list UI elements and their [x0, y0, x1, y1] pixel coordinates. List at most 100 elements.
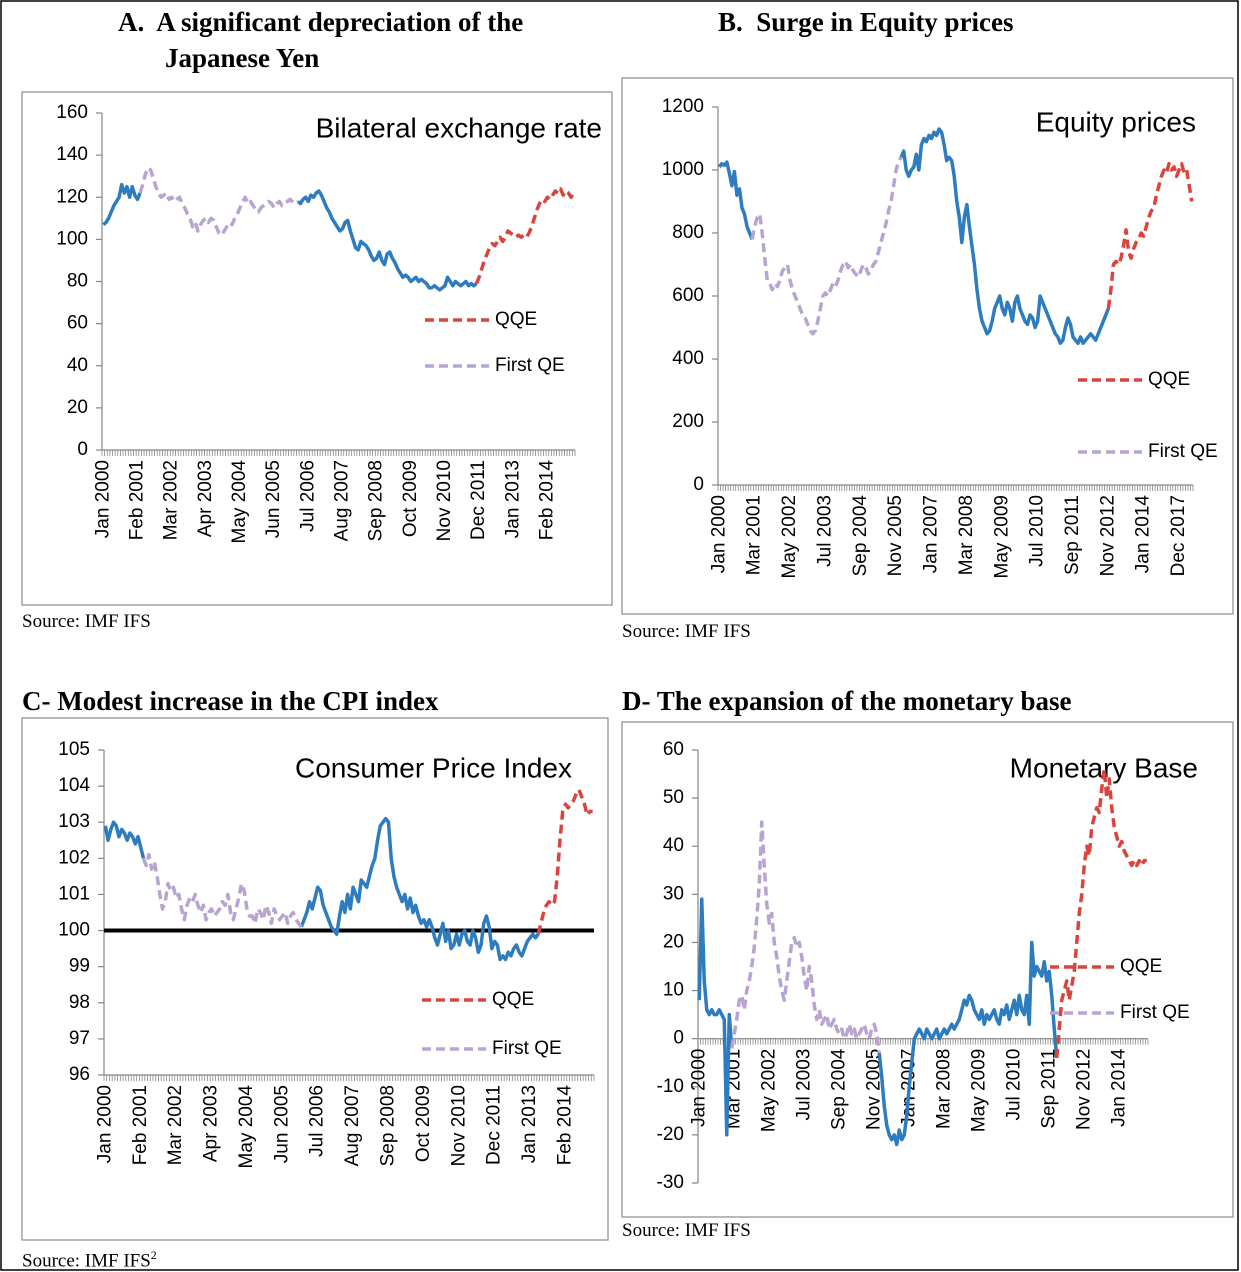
y-tick-label: 40 [67, 355, 88, 376]
x-tick-label: Dec 2011 [484, 1085, 505, 1165]
legend-label: First QE [495, 355, 565, 376]
legend-label: QQE [1148, 369, 1190, 390]
x-tick-label: Sep 2011 [1038, 1049, 1059, 1129]
y-tick-label: 96 [69, 1064, 90, 1085]
x-tick-label: May 2009 [991, 495, 1012, 578]
y-tick-label: 101 [58, 883, 90, 904]
x-tick-label: Dec 2011 [468, 460, 489, 540]
x-tick-label: Jun 2005 [263, 460, 284, 538]
y-tick-label: 97 [69, 1028, 90, 1049]
series-line [697, 897, 1059, 1147]
y-tick-label: 99 [69, 956, 90, 977]
y-tick-label: 102 [58, 847, 90, 868]
panel-title: A. A significant depreciation of the Jap… [118, 7, 531, 73]
panel-title: D- The expansion of the monetary base [622, 686, 1072, 716]
x-tick-label: Nov 2012 [1097, 495, 1118, 576]
chart-annotation: Bilateral exchange rate [316, 112, 602, 143]
series-line [1106, 161, 1194, 309]
legend-label: QQE [1120, 956, 1162, 977]
y-tick-label: 800 [672, 222, 704, 243]
x-tick-label: Nov 2010 [434, 460, 455, 541]
y-tick-label: 120 [56, 186, 88, 207]
x-tick-label: Sep 2004 [828, 1048, 849, 1130]
x-tick-label: Jul 2006 [297, 460, 318, 532]
x-tick-label: Mar 2001 [744, 495, 765, 575]
legend-label: QQE [495, 309, 537, 330]
x-tick-label: Feb 2001 [130, 1085, 151, 1165]
y-tick-label: 103 [58, 811, 90, 832]
y-tick-label: 100 [58, 920, 90, 941]
source: Source: IMF IFS [622, 1220, 751, 1241]
x-tick-label: Dec 2017 [1168, 495, 1189, 576]
panel-title: B. Surge in Equity prices [718, 7, 1014, 37]
y-tick-label: -20 [657, 1124, 684, 1145]
legend-label: First QE [1120, 1002, 1190, 1023]
y-tick-label: 1000 [662, 159, 704, 180]
x-tick-label: Mar 2002 [161, 460, 182, 540]
source: Source: IMF IFS [22, 611, 151, 632]
chart-annotation: Equity prices [1036, 106, 1196, 137]
y-tick-label: 140 [56, 144, 88, 165]
chart-annotation: Consumer Price Index [295, 752, 572, 783]
y-tick-label: 20 [67, 397, 88, 418]
x-tick-label: Feb 2014 [536, 460, 557, 541]
legend-label: First QE [492, 1038, 562, 1059]
y-tick-label: -30 [657, 1172, 684, 1193]
x-tick-label: Jan 2013 [502, 460, 523, 538]
x-tick-label: Apr 2003 [195, 460, 216, 537]
x-tick-label: Mar 2008 [956, 495, 977, 575]
series-line [103, 816, 540, 962]
y-tick-label: 200 [672, 411, 704, 432]
y-tick-label: 0 [693, 474, 704, 495]
legend-label: First QE [1148, 441, 1218, 462]
series-line [730, 820, 881, 1054]
x-tick-label: Jan 2014 [1133, 495, 1154, 574]
chart-frame [21, 91, 613, 606]
legend-label: QQE [492, 989, 534, 1010]
y-tick-label: 30 [663, 883, 684, 904]
x-tick-label: Sep 2004 [850, 495, 871, 577]
x-tick-label: Nov 2010 [448, 1085, 469, 1166]
x-tick-label: Oct 2009 [400, 460, 421, 537]
y-tick-label: 0 [673, 1028, 684, 1049]
panel-title: C- Modest increase in the CPI index [22, 686, 439, 716]
series-line [717, 127, 1110, 345]
source: Source: IMF IFS [622, 621, 751, 642]
x-tick-label: May 2002 [779, 495, 800, 578]
chart-frame [21, 717, 609, 1241]
x-tick-label: Jan 2013 [519, 1085, 540, 1163]
x-tick-label: Apr 2003 [201, 1085, 222, 1162]
series-line [141, 852, 303, 928]
x-tick-label: Mar 2008 [933, 1049, 954, 1129]
y-tick-label: 600 [672, 285, 704, 306]
chart-frame [621, 77, 1234, 615]
y-tick-label: 40 [663, 835, 684, 856]
x-tick-label: Jul 2010 [1003, 1049, 1024, 1121]
x-tick-label: Jul 2006 [307, 1085, 328, 1157]
y-tick-label: 0 [77, 439, 88, 460]
x-tick-label: Jan 2000 [708, 495, 729, 573]
series-line [102, 182, 478, 292]
x-tick-label: Jan 2000 [92, 460, 113, 538]
source-text: Source: IMF IFS [22, 1250, 151, 1272]
x-tick-label: May 2002 [758, 1049, 779, 1132]
x-tick-label: May 2009 [968, 1049, 989, 1132]
x-tick-label: Nov 2012 [1073, 1049, 1094, 1130]
x-tick-label: Sep 2011 [1062, 495, 1083, 575]
x-tick-label: Nov 2005 [885, 495, 906, 576]
y-tick-label: 10 [663, 980, 684, 1001]
x-tick-label: Nov 2005 [863, 1049, 884, 1130]
series-line [1055, 767, 1147, 1059]
x-tick-label: Jul 2003 [793, 1049, 814, 1121]
y-tick-label: 105 [58, 739, 90, 760]
y-tick-label: 1200 [662, 96, 704, 117]
x-tick-label: May 2004 [236, 1085, 257, 1169]
x-tick-label: Sep 2008 [366, 460, 387, 541]
x-tick-label: Jul 2010 [1027, 495, 1048, 567]
chart-frame [621, 721, 1234, 1218]
x-tick-label: Jul 2003 [814, 495, 835, 567]
x-tick-label: Oct 2009 [413, 1085, 434, 1162]
x-tick-label: Aug 2007 [342, 1085, 363, 1166]
